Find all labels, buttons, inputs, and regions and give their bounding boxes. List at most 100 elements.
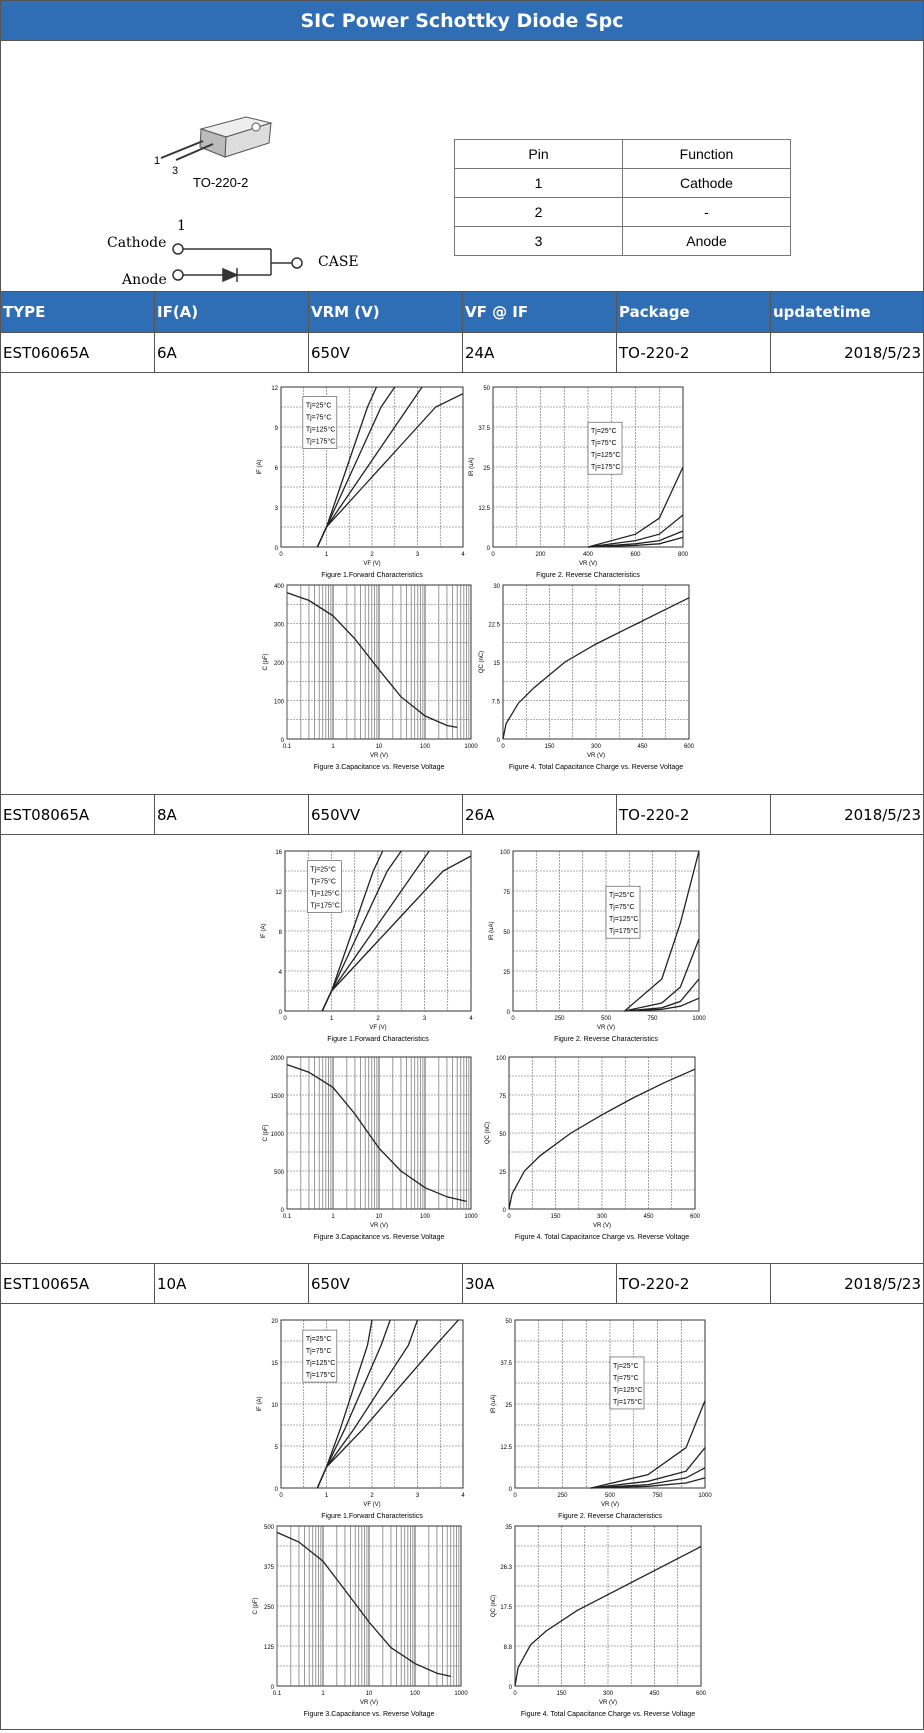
y-axis-label: IR (uA): [491, 1394, 497, 1413]
x-tick-label: 2: [370, 1493, 374, 1499]
legend-box: [307, 860, 342, 913]
x-tick-label: 150: [556, 1691, 567, 1697]
x-tick-label: 100: [410, 1691, 421, 1697]
cell-vf: 30A: [463, 1264, 617, 1303]
y-tick-label: 37.5: [500, 1361, 512, 1367]
y-tick-label: 12.5: [500, 1445, 512, 1451]
y-tick-label: 26.3: [500, 1565, 512, 1571]
legend-entry: Tj=75°C: [609, 903, 635, 911]
y-axis-label: C (pF): [263, 654, 269, 671]
y-axis-label: IR (uA): [489, 921, 495, 940]
legend-box: [605, 885, 641, 939]
y-axis-label: C (pF): [253, 1598, 259, 1615]
cathode-pin-number: 1: [177, 218, 186, 234]
grid: [503, 585, 689, 739]
series-line: [316, 393, 464, 548]
x-tick-label: 1000: [698, 1493, 712, 1499]
y-tick-label: 1000: [271, 1132, 285, 1138]
x-tick-label: 1: [325, 552, 329, 558]
x-tick-label: 0: [513, 1691, 517, 1697]
y-tick-label: 12: [275, 890, 282, 896]
series-line: [590, 1447, 706, 1489]
chart-6: 0 500 1000 1500 2000 0.1 1 10 100 1000 VR (V) C (pF…: [263, 1056, 478, 1241]
x-tick-label: 0: [283, 1016, 287, 1022]
chart-1: 0 12.5 25 37.5 50 0 200 400 600 800 VR (V) IR (uA) T…: [469, 386, 689, 579]
y-tick-label: 15: [271, 1361, 278, 1367]
y-tick-label: 300: [274, 623, 285, 629]
cell-type: EST06065A: [1, 333, 155, 372]
figures-est10065a: 0 5 10 15 20 0 1 2 3 4 VF (V) IF (A) Tj=25°C Tj=75°C T…: [1, 1304, 923, 1729]
figure-caption: Figure 4. Total Capacitance Charge vs. R…: [509, 764, 683, 771]
y-tick-label: 9: [275, 426, 279, 432]
x-tick-label: 1000: [692, 1016, 706, 1022]
y-tick-label: 50: [499, 1132, 506, 1138]
grid: [286, 585, 471, 739]
cell-package: TO-220-2: [617, 333, 771, 372]
legend-entry: Tj=75°C: [310, 878, 336, 886]
x-tick-label: 3: [416, 552, 420, 558]
x-tick-label: 1: [330, 1016, 334, 1022]
series-line: [624, 938, 700, 1012]
x-axis-label: VR (V): [601, 1502, 619, 1508]
figure-caption: Figure 2. Reverse Characteristics: [558, 1513, 662, 1520]
y-tick-label: 16: [275, 850, 282, 856]
col-package: Package: [617, 292, 771, 332]
x-tick-label: 100: [420, 744, 431, 750]
legend-entry: Tj=25°C: [609, 891, 635, 899]
legend-entry: Tj=125°C: [310, 890, 339, 898]
grid: [286, 1057, 471, 1209]
y-tick-label: 0: [509, 1487, 513, 1493]
figure-caption: Figure 3.Capacitance vs. Reverse Voltage: [304, 1711, 435, 1718]
x-tick-label: 800: [678, 552, 689, 558]
series-line: [624, 850, 700, 1012]
legend-entry: Tj=25°C: [306, 1335, 332, 1343]
x-tick-label: 0: [279, 1493, 283, 1499]
y-tick-label: 25: [505, 1403, 512, 1409]
legend-entry: Tj=175°C: [306, 1371, 335, 1379]
x-tick-label: 0.1: [283, 744, 292, 750]
table-row: EST08065A 8A 650VV 26A TO-220-2 2018/5/23: [1, 795, 923, 835]
x-tick-label: 1000: [464, 1214, 478, 1220]
cell-vrm: 650V: [309, 1264, 463, 1303]
x-tick-label: 4: [469, 1016, 473, 1022]
x-axis-label: VR (V): [593, 1223, 611, 1229]
cell-if: 6A: [155, 333, 309, 372]
figure-caption: Figure 1.Forward Characteristics: [321, 572, 423, 579]
cathode-label: Cathode: [107, 235, 166, 251]
pin-cell: 3: [454, 226, 623, 256]
cell-package: TO-220-2: [617, 1264, 771, 1303]
y-tick-label: 4: [279, 970, 283, 976]
y-axis-label: IF (A): [261, 924, 267, 939]
y-axis-label: QC (nC): [479, 651, 485, 673]
y-tick-label: 0: [507, 1010, 511, 1016]
figure-caption: Figure 3.Capacitance vs. Reverse Voltage: [314, 764, 445, 771]
y-tick-label: 500: [264, 1525, 275, 1531]
x-tick-label: 0: [507, 1214, 511, 1220]
y-tick-label: 250: [264, 1605, 275, 1611]
y-tick-label: 8.8: [504, 1645, 513, 1651]
chart-11: 0 8.8 17.5 26.3 35 0 150 300 450 600 VR (V) QC (nC)…: [491, 1525, 707, 1718]
legend-entry: Tj=125°C: [609, 915, 638, 923]
cell-vrm: 650V: [309, 333, 463, 372]
case-label: CASE: [318, 254, 359, 270]
x-tick-label: 400: [583, 552, 594, 558]
x-tick-label: 500: [605, 1493, 616, 1499]
grid: [509, 1057, 695, 1209]
x-tick-label: 0.1: [273, 1691, 282, 1697]
series-line: [502, 597, 690, 740]
series-line: [514, 1546, 702, 1687]
series-line: [590, 1477, 706, 1489]
y-tick-label: 17.5: [500, 1605, 512, 1611]
legend-entry: Tj=75°C: [591, 439, 617, 447]
y-tick-label: 2000: [271, 1056, 285, 1062]
legend-box: [302, 396, 338, 449]
x-tick-label: 1000: [464, 744, 478, 750]
x-tick-label: 0.1: [283, 1214, 292, 1220]
legend-entry: Tj=75°C: [613, 1374, 639, 1382]
cell-type: EST10065A: [1, 1264, 155, 1303]
x-tick-label: 1: [321, 1691, 325, 1697]
y-tick-label: 0: [279, 1010, 283, 1016]
cell-if: 8A: [155, 795, 309, 834]
